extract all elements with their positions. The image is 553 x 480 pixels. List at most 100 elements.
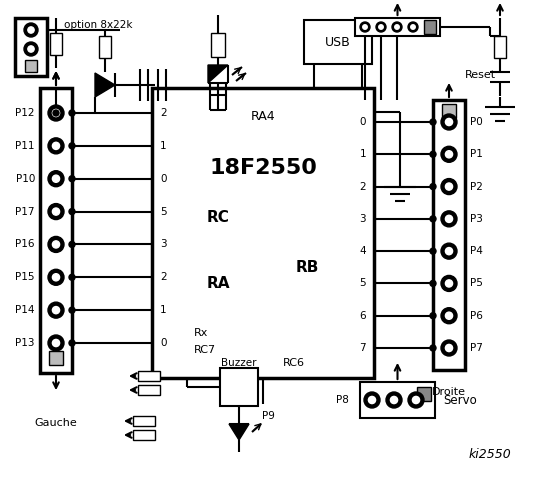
Text: Droite: Droite	[432, 387, 466, 397]
Circle shape	[53, 175, 60, 182]
Text: Servo: Servo	[443, 394, 477, 407]
Circle shape	[48, 335, 64, 351]
Circle shape	[69, 143, 75, 149]
Bar	[133, 430, 155, 440]
Circle shape	[48, 204, 64, 219]
Circle shape	[69, 274, 75, 280]
Circle shape	[48, 171, 64, 187]
Text: P12: P12	[15, 108, 35, 118]
Bar	[40, 88, 72, 373]
Text: P6: P6	[470, 311, 483, 321]
Text: 0: 0	[160, 338, 166, 348]
Circle shape	[69, 241, 75, 247]
Text: 7: 7	[359, 343, 366, 353]
Bar	[442, 104, 456, 118]
Circle shape	[364, 392, 380, 408]
Bar	[424, 20, 436, 34]
Text: RC6: RC6	[283, 358, 305, 368]
Circle shape	[28, 46, 34, 52]
Bar	[99, 36, 111, 58]
Circle shape	[69, 110, 75, 116]
Bar	[15, 18, 47, 76]
Circle shape	[48, 105, 64, 121]
Circle shape	[53, 241, 60, 248]
Circle shape	[441, 340, 457, 356]
Circle shape	[430, 312, 436, 319]
Text: ki2550: ki2550	[468, 448, 512, 461]
Circle shape	[48, 237, 64, 252]
Circle shape	[441, 179, 457, 194]
Circle shape	[430, 345, 436, 351]
Circle shape	[53, 307, 60, 314]
Circle shape	[53, 110, 59, 116]
Circle shape	[413, 396, 420, 404]
Text: P8: P8	[336, 395, 348, 405]
Text: P3: P3	[470, 214, 483, 224]
Circle shape	[379, 25, 383, 29]
Circle shape	[69, 340, 75, 346]
Bar	[211, 33, 225, 57]
Circle shape	[408, 22, 418, 32]
Circle shape	[395, 25, 399, 29]
Circle shape	[368, 396, 375, 404]
Bar	[360, 382, 435, 418]
Polygon shape	[229, 424, 249, 440]
Text: Rx: Rx	[194, 328, 208, 338]
Text: 6: 6	[359, 311, 366, 321]
Circle shape	[24, 42, 38, 56]
Text: 2: 2	[160, 108, 166, 118]
Circle shape	[445, 345, 452, 351]
Circle shape	[441, 276, 457, 291]
Circle shape	[445, 280, 452, 287]
Bar	[494, 36, 506, 58]
Text: 18F2550: 18F2550	[209, 158, 317, 178]
Circle shape	[430, 216, 436, 222]
Circle shape	[48, 269, 64, 285]
Text: USB: USB	[325, 36, 351, 48]
Circle shape	[53, 339, 60, 347]
Circle shape	[445, 215, 452, 222]
Circle shape	[445, 312, 452, 319]
Text: 1: 1	[160, 141, 166, 151]
Text: P9: P9	[262, 411, 274, 421]
Circle shape	[69, 307, 75, 313]
Text: RA: RA	[207, 276, 231, 290]
Bar	[355, 18, 440, 36]
Text: RC: RC	[207, 211, 230, 226]
Circle shape	[430, 151, 436, 157]
Circle shape	[441, 243, 457, 259]
Circle shape	[24, 23, 38, 37]
Text: 1: 1	[160, 305, 166, 315]
Bar	[133, 416, 155, 426]
Circle shape	[441, 114, 457, 130]
Text: option 8x22k: option 8x22k	[64, 20, 133, 30]
Text: P4: P4	[470, 246, 483, 256]
Circle shape	[408, 392, 424, 408]
Bar	[138, 371, 160, 381]
Text: P11: P11	[15, 141, 35, 151]
Circle shape	[69, 176, 75, 182]
Text: 1: 1	[359, 149, 366, 159]
Circle shape	[53, 274, 60, 281]
Bar	[417, 387, 431, 401]
Text: Reset: Reset	[465, 70, 496, 80]
Text: 4: 4	[359, 246, 366, 256]
Text: 0: 0	[359, 117, 366, 127]
Circle shape	[430, 248, 436, 254]
Circle shape	[430, 119, 436, 125]
Text: P2: P2	[470, 181, 483, 192]
Circle shape	[69, 209, 75, 215]
Circle shape	[441, 146, 457, 162]
Text: 5: 5	[359, 278, 366, 288]
Bar	[433, 100, 465, 370]
Bar	[152, 88, 374, 378]
Polygon shape	[208, 65, 228, 83]
Text: P14: P14	[15, 305, 35, 315]
Circle shape	[363, 25, 367, 29]
Text: P17: P17	[15, 206, 35, 216]
Bar	[304, 20, 372, 64]
Circle shape	[48, 138, 64, 154]
Text: P10: P10	[15, 174, 35, 184]
Circle shape	[445, 119, 452, 126]
Text: P13: P13	[15, 338, 35, 348]
